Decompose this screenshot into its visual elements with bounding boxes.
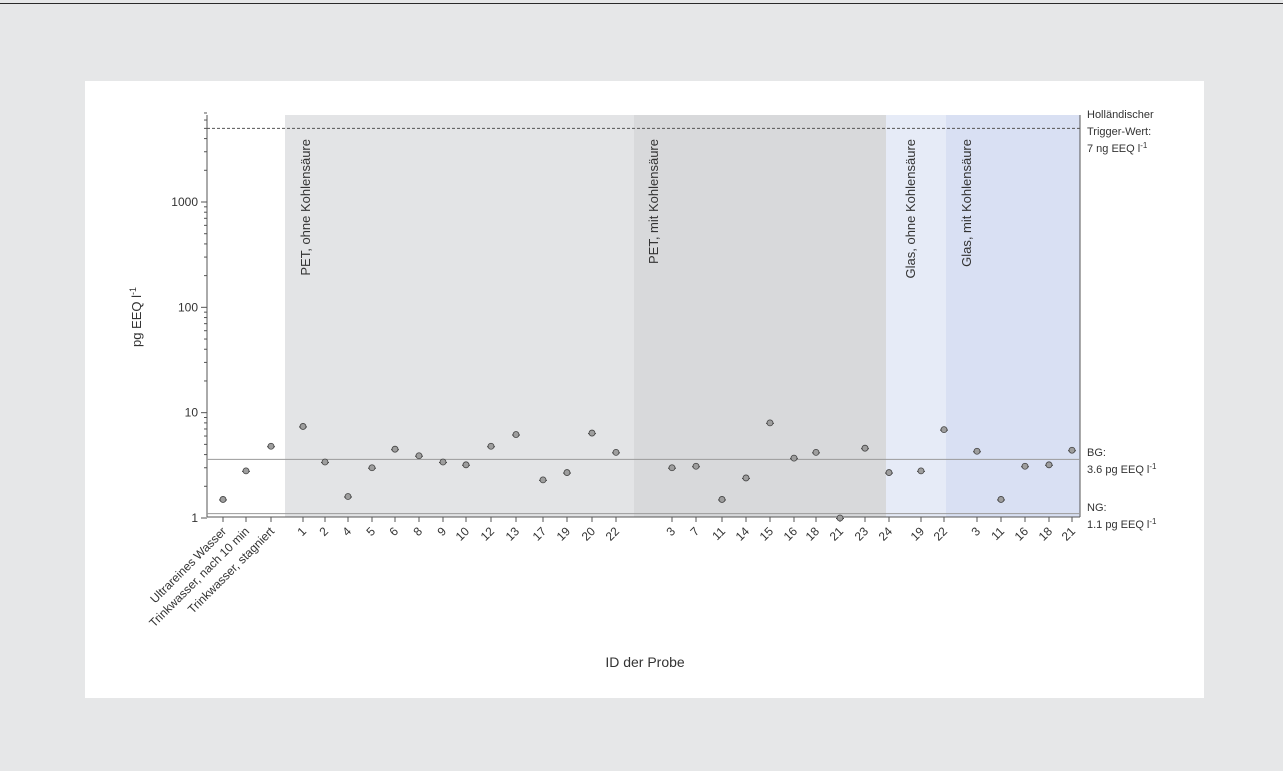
group-band bbox=[634, 115, 886, 517]
x-tick-label: 22 bbox=[603, 524, 623, 544]
x-tick-label: 18 bbox=[803, 524, 823, 544]
x-tick-label: 5 bbox=[363, 524, 378, 539]
x-tick-label: 13 bbox=[503, 524, 523, 544]
y-tick-label: 10 bbox=[185, 406, 199, 420]
x-tick-label: 9 bbox=[434, 524, 449, 539]
chart-panel: 1 10 100 1000 pg EEQ l-1 Holländischer Trigger… bbox=[85, 81, 1204, 698]
x-tick-label: 11 bbox=[988, 524, 1007, 543]
top-rule bbox=[0, 3, 1283, 4]
y-tick-label: 100 bbox=[178, 300, 198, 314]
x-tick-label: 10 bbox=[453, 524, 473, 544]
x-tick-label: 11 bbox=[709, 524, 728, 543]
data-point bbox=[368, 464, 376, 472]
x-tick-label: 3 bbox=[663, 524, 678, 539]
x-tick-label: 2 bbox=[316, 524, 331, 539]
data-point bbox=[415, 452, 423, 460]
data-point bbox=[940, 426, 948, 434]
data-point bbox=[812, 448, 820, 456]
x-tick-label: 19 bbox=[908, 524, 928, 544]
x-tick-label: 22 bbox=[931, 524, 951, 544]
x-tick-label: 6 bbox=[386, 524, 401, 539]
data-point bbox=[344, 493, 352, 500]
reference-label: NG: bbox=[1087, 502, 1107, 514]
reference-label: BG: bbox=[1087, 447, 1106, 459]
group-band bbox=[886, 115, 946, 517]
data-point bbox=[1021, 462, 1029, 470]
data-point bbox=[612, 448, 620, 456]
data-point bbox=[219, 496, 227, 503]
group-label: Glas, ohne Kohlensäure bbox=[903, 139, 918, 278]
data-point bbox=[973, 447, 981, 455]
y-axis-label: pg EEQ l-1 bbox=[128, 287, 144, 347]
x-tick-label: 16 bbox=[1012, 524, 1032, 544]
chart: 1 10 100 1000 pg EEQ l-1 Holländischer Trigger… bbox=[128, 109, 1157, 670]
y-tick-label: 1 bbox=[191, 511, 198, 525]
data-point bbox=[588, 429, 596, 437]
reference-label: 1.1 pg EEQ l-1 bbox=[1087, 517, 1157, 531]
reference-label: 3.6 pg EEQ l-1 bbox=[1087, 462, 1157, 476]
x-tick-label: 14 bbox=[733, 524, 753, 544]
x-tick-label: 20 bbox=[579, 524, 599, 544]
x-tick-label: 8 bbox=[410, 524, 425, 539]
data-point bbox=[917, 467, 925, 475]
data-point bbox=[885, 469, 893, 476]
x-tick-label: 15 bbox=[757, 524, 777, 544]
group-band bbox=[946, 115, 1080, 517]
x-axis-label: ID der Probe bbox=[605, 654, 685, 670]
x-tick-label: 4 bbox=[339, 524, 354, 539]
x-tick-label: 23 bbox=[852, 524, 872, 544]
data-point bbox=[321, 458, 329, 466]
data-point bbox=[299, 423, 307, 430]
data-point bbox=[742, 474, 750, 482]
group-label: PET, ohne Kohlensäure bbox=[298, 139, 313, 276]
x-tick-label: 18 bbox=[1036, 524, 1056, 544]
x-tick-label: 24 bbox=[876, 524, 896, 544]
data-point bbox=[487, 442, 495, 450]
data-point bbox=[563, 469, 571, 476]
data-point bbox=[242, 467, 250, 475]
group-label: PET, mit Kohlensäure bbox=[646, 139, 661, 264]
reference-label: Trigger-Wert: bbox=[1087, 126, 1151, 138]
x-tick-label: Trinkwasser, nach 10 min bbox=[146, 524, 252, 630]
data-point bbox=[391, 445, 399, 453]
data-point bbox=[462, 461, 470, 469]
x-tick-label: 21 bbox=[1059, 524, 1079, 544]
data-point bbox=[766, 419, 774, 427]
x-tick-label: 3 bbox=[968, 524, 983, 539]
data-point bbox=[439, 458, 447, 466]
y-tick-label: 1000 bbox=[171, 195, 198, 209]
x-tick-label: 17 bbox=[530, 524, 550, 544]
reference-label: 7 ng EEQ l-1 bbox=[1087, 141, 1148, 155]
data-point bbox=[1068, 446, 1076, 454]
x-tick-label: 19 bbox=[554, 524, 574, 544]
data-point bbox=[668, 464, 676, 472]
data-point bbox=[997, 496, 1005, 503]
group-label: Glas, mit Kohlensäure bbox=[959, 139, 974, 267]
data-point bbox=[1045, 461, 1053, 469]
x-tick-label: 16 bbox=[781, 524, 801, 544]
data-point bbox=[512, 431, 520, 438]
data-point bbox=[861, 444, 869, 452]
data-point bbox=[539, 476, 547, 484]
data-point bbox=[718, 496, 726, 503]
data-point bbox=[836, 514, 844, 522]
data-point bbox=[267, 442, 275, 450]
x-tick-label: 1 bbox=[294, 524, 309, 539]
x-tick-label: 12 bbox=[478, 524, 498, 544]
data-point bbox=[692, 462, 700, 470]
x-tick-label: 7 bbox=[687, 524, 702, 539]
reference-label: Holländischer bbox=[1087, 109, 1154, 121]
data-point bbox=[790, 454, 798, 462]
group-band bbox=[285, 115, 634, 517]
x-tick-label: 21 bbox=[827, 524, 847, 544]
